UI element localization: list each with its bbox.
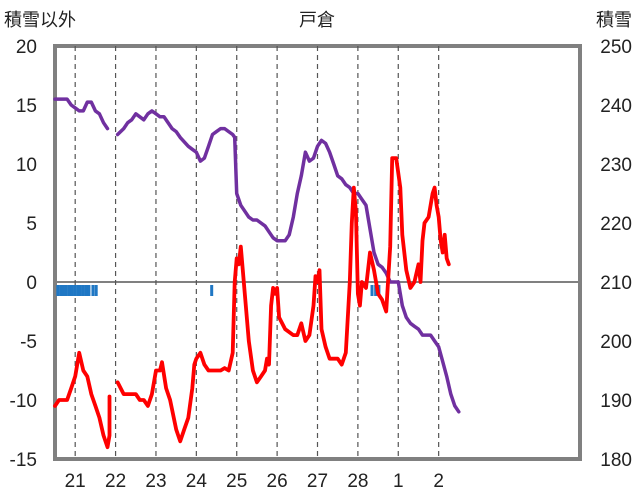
right-tick-label: 230 [600,155,632,176]
precipitation-bar [84,285,88,296]
x-tick-label: 22 [105,471,126,492]
left-tick-label: 15 [16,96,37,117]
series-lines [53,97,461,450]
precipitation-bar [370,285,374,296]
precipitation-bar [56,285,60,296]
precipitation-bar [94,285,98,296]
grid-lines [74,46,440,459]
precipitation-bar [87,285,91,296]
x-ticks: 21 22 23 24 25 26 27 28 1 2 [65,471,444,492]
precipitation-bar [59,285,63,296]
right-tick-label: 240 [600,96,632,117]
precipitation-bar [64,285,68,296]
left-tick-label: 5 [26,214,37,235]
x-tick-label: 2 [433,471,444,492]
x-tick-label: 25 [226,471,247,492]
precipitation-bar [210,285,214,296]
right-tick-label: 180 [600,450,632,471]
x-tick-label: 28 [347,471,368,492]
x-tick-label: 24 [186,471,208,492]
temperature-line [53,350,112,450]
x-tick-label: 21 [65,471,86,492]
precipitation-bar [73,285,77,296]
right-axis-title: 積雪 [596,10,632,31]
right-tick-label: 210 [600,273,632,294]
precipitation-bar [70,285,74,296]
x-tick-label: 1 [393,471,404,492]
right-ticks: 250 240 230 220 210 200 190 180 [600,37,632,471]
precipitation-bar [67,285,71,296]
right-tick-label: 190 [600,391,632,412]
left-tick-label: -10 [10,391,37,412]
x-tick-label: 23 [145,471,166,492]
left-tick-label: 10 [16,155,37,176]
left-tick-label: 0 [26,273,37,294]
precipitation-bar [91,285,95,296]
snow-depth-line [53,97,110,131]
precipitation-bar [76,285,80,296]
precipitation-bars [56,285,381,296]
chart-title: 戸倉 [299,10,335,31]
temperature-line [115,156,451,444]
snow-depth-line [115,109,461,414]
right-tick-label: 220 [600,214,632,235]
left-tick-label: -5 [20,332,37,353]
left-tick-label: -15 [10,450,37,471]
left-tick-label: 20 [16,37,37,58]
right-tick-label: 200 [600,332,632,353]
right-tick-label: 250 [600,37,632,58]
x-tick-label: 27 [307,471,328,492]
precipitation-bar [81,285,85,296]
left-axis-title: 積雪以外 [4,10,76,31]
precipitation-bar [78,285,82,296]
left-ticks: 20 15 10 5 0 -5 -10 -15 [10,37,37,471]
x-tick-label: 26 [267,471,288,492]
precipitation-bar [61,285,65,296]
